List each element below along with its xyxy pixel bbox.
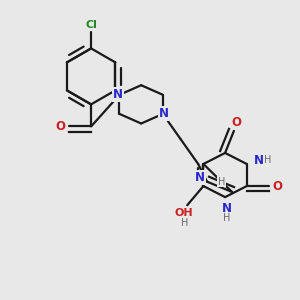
- Text: H: H: [181, 218, 188, 229]
- Text: N: N: [195, 171, 205, 184]
- Text: H: H: [264, 155, 272, 166]
- Text: N: N: [254, 154, 264, 167]
- Text: H: H: [223, 213, 230, 223]
- Text: O: O: [232, 116, 242, 128]
- Text: O: O: [273, 180, 283, 193]
- Text: N: N: [113, 88, 123, 101]
- Text: H: H: [218, 177, 225, 187]
- Text: N: N: [159, 107, 169, 120]
- Text: OH: OH: [175, 208, 194, 218]
- Text: O: O: [55, 120, 65, 133]
- Text: Cl: Cl: [85, 20, 97, 31]
- Text: N: N: [222, 202, 232, 215]
